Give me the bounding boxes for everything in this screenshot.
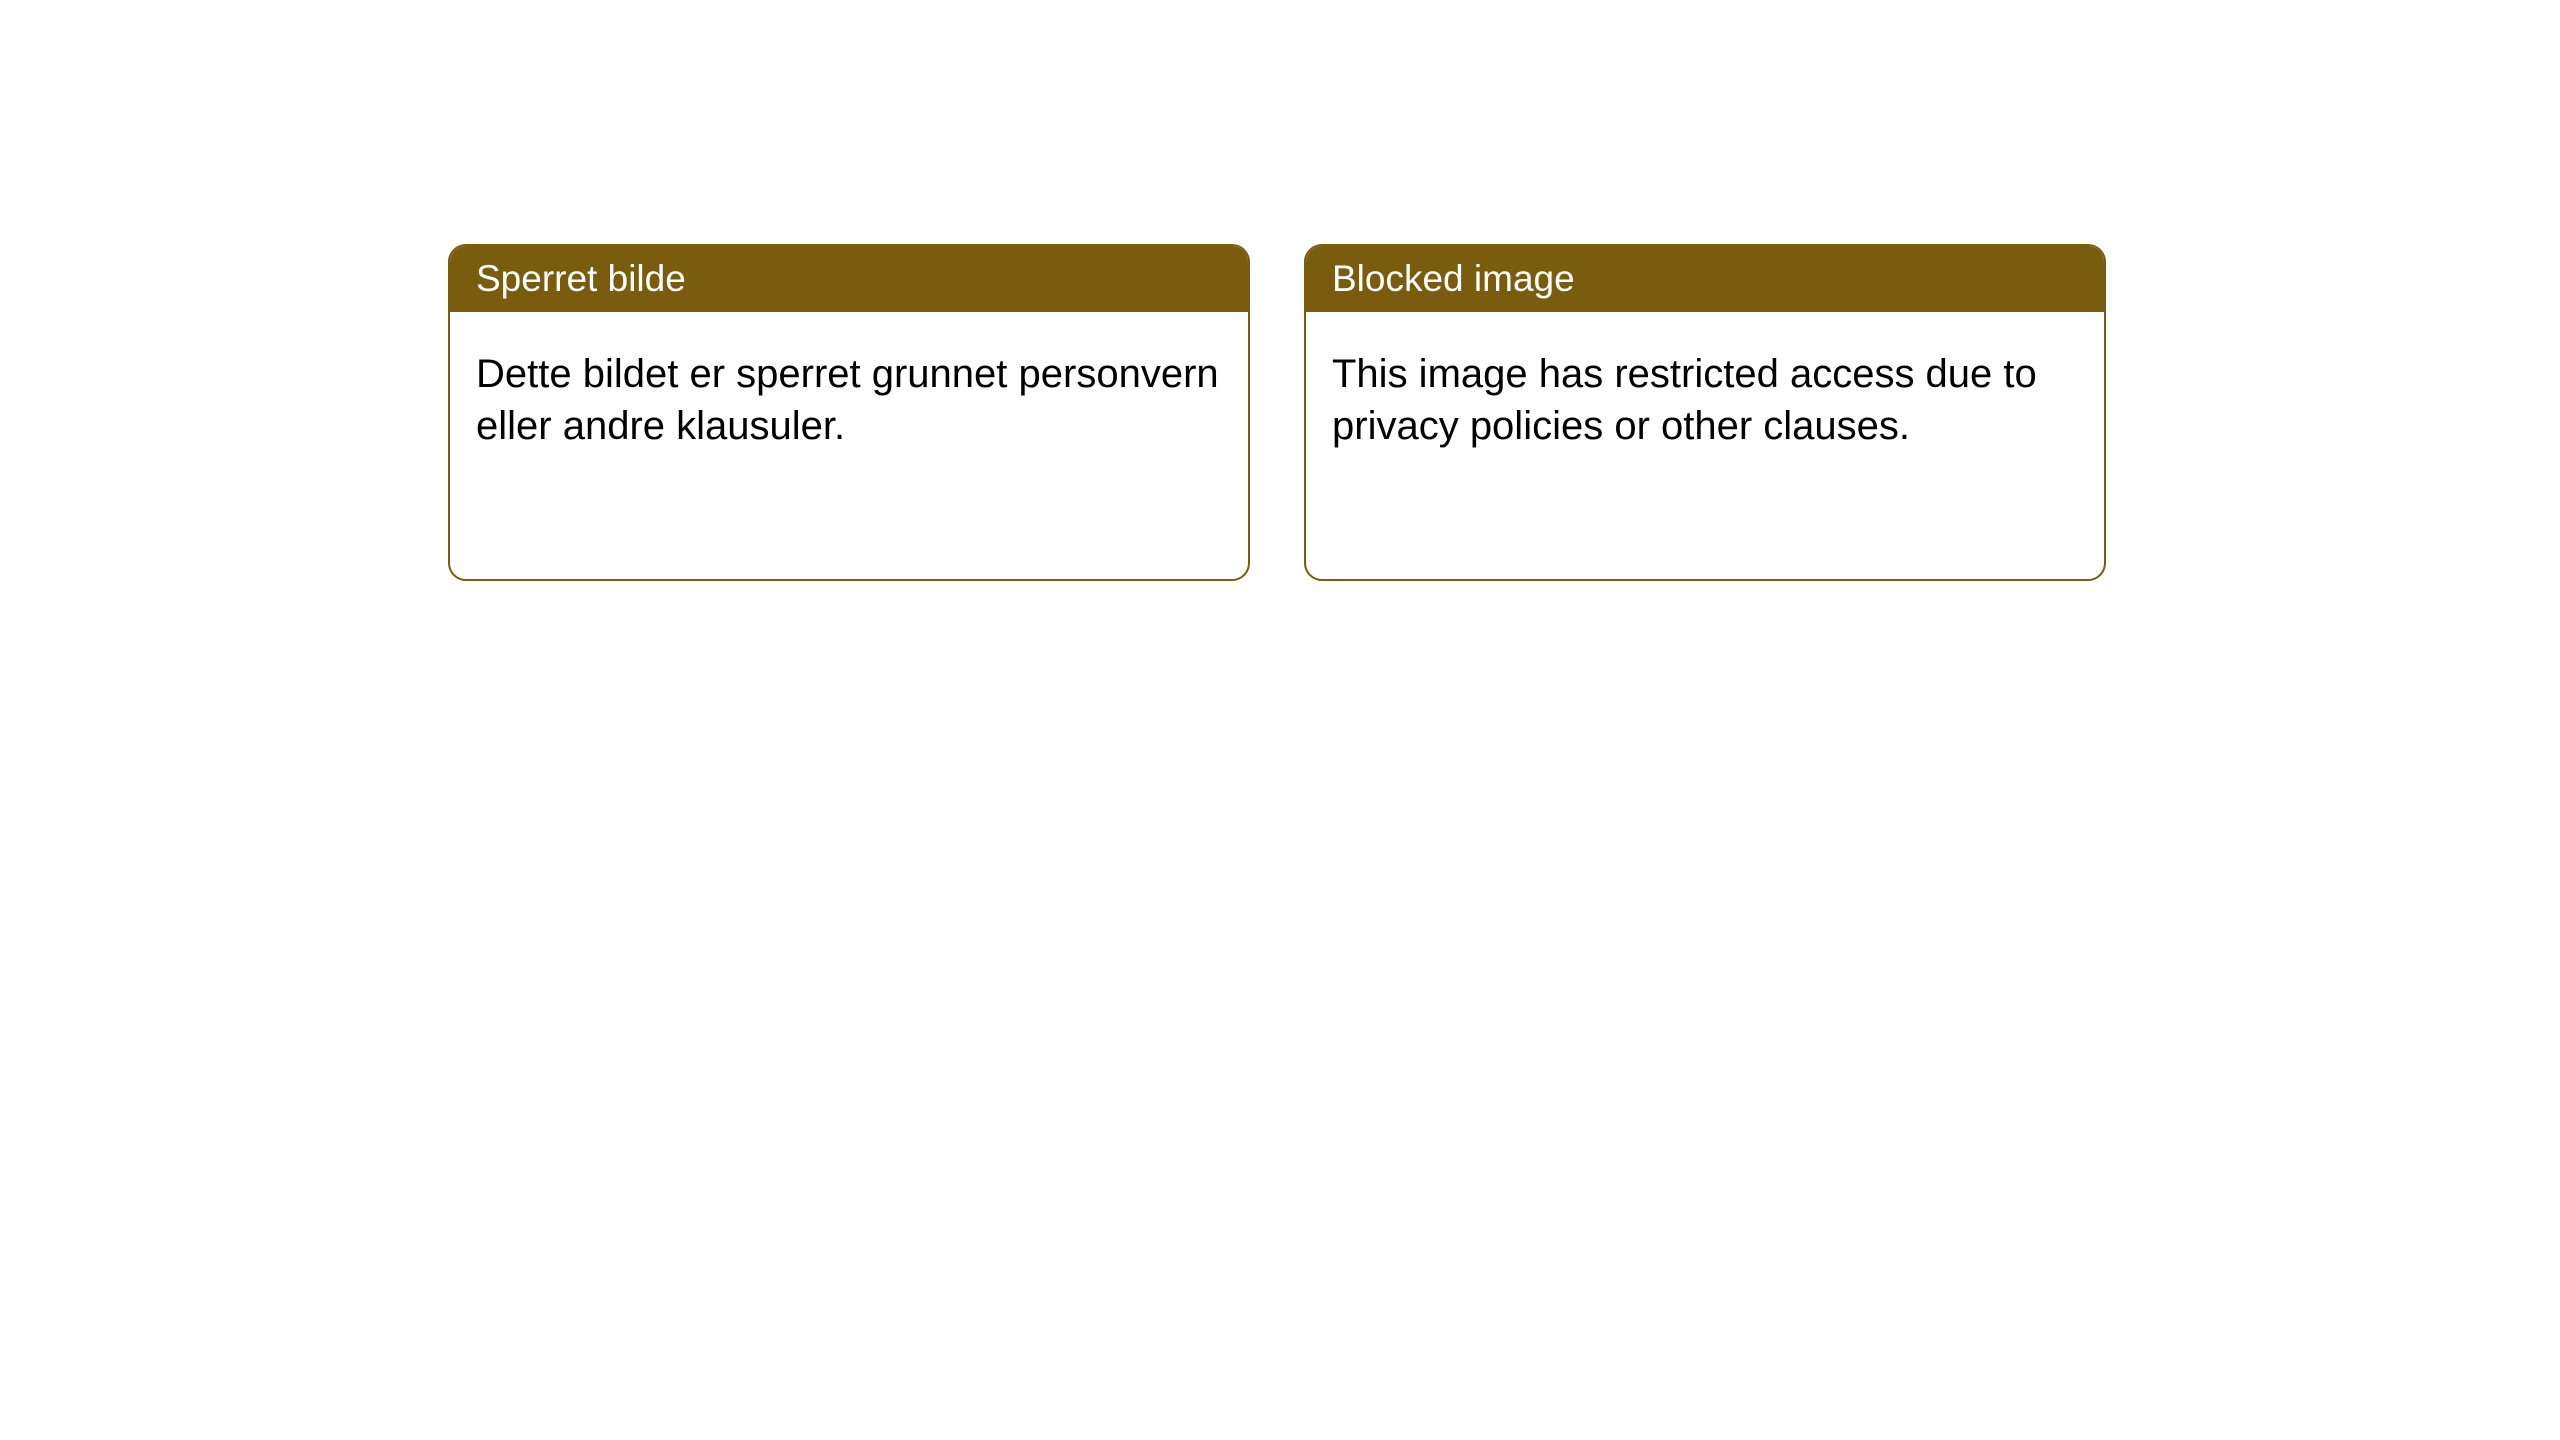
notice-container: Sperret bilde Dette bildet er sperret gr… bbox=[448, 244, 2106, 581]
notice-header-english: Blocked image bbox=[1306, 246, 2104, 312]
notice-title-english: Blocked image bbox=[1332, 258, 1575, 299]
notice-card-english: Blocked image This image has restricted … bbox=[1304, 244, 2106, 581]
notice-card-norwegian: Sperret bilde Dette bildet er sperret gr… bbox=[448, 244, 1250, 581]
notice-body-english: This image has restricted access due to … bbox=[1306, 312, 2104, 488]
notice-text-english: This image has restricted access due to … bbox=[1332, 352, 2037, 448]
notice-header-norwegian: Sperret bilde bbox=[450, 246, 1248, 312]
notice-title-norwegian: Sperret bilde bbox=[476, 258, 686, 299]
notice-body-norwegian: Dette bildet er sperret grunnet personve… bbox=[450, 312, 1248, 488]
notice-text-norwegian: Dette bildet er sperret grunnet personve… bbox=[476, 352, 1219, 448]
